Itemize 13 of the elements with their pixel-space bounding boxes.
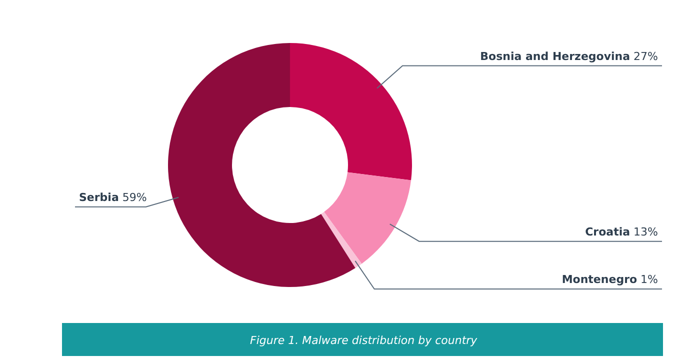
slice-label: Serbia	[79, 190, 119, 204]
data-label: 27%	[630, 50, 658, 63]
data-label: 13%	[630, 225, 658, 238]
donut-slice	[324, 172, 412, 264]
data-label: 1%	[637, 273, 658, 286]
donut-slice	[321, 212, 362, 268]
slice-label: Montenegro	[562, 273, 638, 286]
donut-slice	[290, 43, 412, 180]
data-label: 59%	[118, 190, 147, 204]
slice-label: Bosnia and Herzegovina	[480, 50, 630, 63]
text: Figure 1. Malware distribution by country	[250, 334, 478, 347]
donut-slice	[168, 43, 356, 287]
slice-label: Croatia	[585, 225, 630, 238]
